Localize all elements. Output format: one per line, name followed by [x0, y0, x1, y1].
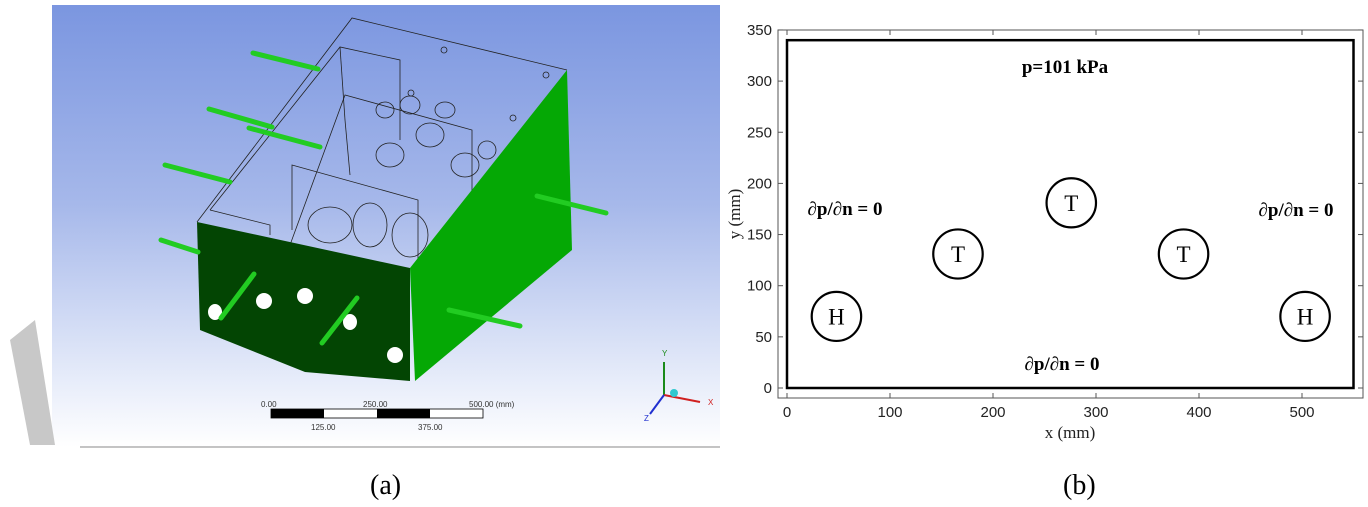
scale-label-250: 250.00 [363, 400, 388, 409]
circle-outline [1279, 290, 1331, 343]
pipes [158, 50, 609, 346]
front-face-holes [208, 288, 403, 363]
source-circle-t: T [1157, 228, 1210, 280]
bottom-boundary-condition: ∂p/∂n = 0 [1024, 354, 1099, 375]
scale-label-0: 0.00 [261, 400, 277, 409]
top-boundary-condition: p=101 kPa [1022, 57, 1109, 78]
circle-outline [932, 228, 984, 280]
y-axis-label: y (mm) [725, 189, 744, 240]
circle-outline [810, 290, 863, 343]
y-tick-label: 250 [747, 124, 772, 141]
x-tick-label: 400 [1186, 404, 1211, 421]
source-circle-t: T [1045, 177, 1098, 229]
left-boundary-condition: ∂p/∂n = 0 [807, 199, 882, 220]
circle-outline [1157, 228, 1210, 280]
x-tick-label: 300 [1083, 404, 1108, 421]
domain-boundary [785, 38, 1355, 390]
source-circle-t: T [932, 228, 984, 280]
y-tick-label: 150 [747, 227, 772, 244]
circle-label: H [1297, 304, 1314, 329]
source-circle-h: H [1279, 290, 1331, 343]
y-tick-label: 0 [764, 380, 772, 397]
x-tick-label: 500 [1289, 404, 1314, 421]
triad-z-label: Z [644, 414, 649, 423]
wireframe [196, 17, 568, 270]
y-tick-label: 200 [747, 175, 772, 192]
circle-label: T [1064, 191, 1078, 216]
plot-frame [777, 29, 1364, 399]
circle-label: H [828, 304, 845, 329]
x-tick-label: 0 [783, 404, 791, 421]
x-axis-label: x (mm) [1045, 423, 1096, 442]
scale-bar: 0.00 250.00 500.00 (mm) 125.00 375.00 [261, 400, 515, 432]
y-tick-label: 350 [747, 22, 772, 39]
circle-label: T [951, 242, 965, 267]
triad-y-label: Y [662, 349, 668, 358]
scale-label-375: 375.00 [418, 423, 443, 432]
y-tick-label: 50 [755, 329, 772, 346]
right-boundary-condition: ∂p/∂n = 0 [1258, 200, 1333, 221]
x-tick-label: 100 [877, 404, 902, 421]
watermark-shape [10, 320, 55, 445]
axis-triad-icon: Y X Z [644, 349, 714, 423]
x-tick-label: 200 [980, 404, 1005, 421]
circle-label: T [1177, 242, 1191, 267]
scale-label-500: 500.00 (mm) [469, 400, 515, 409]
side-face [410, 70, 572, 381]
scale-label-125: 125.00 [311, 423, 336, 432]
source-circle-h: H [810, 290, 863, 343]
y-tick-label: 300 [747, 73, 772, 90]
caption-a: (a) [370, 470, 402, 501]
y-tick-label: 100 [747, 278, 772, 295]
triad-x-label: X [708, 398, 714, 407]
caption-b: (b) [1063, 470, 1096, 501]
circle-outline [1045, 177, 1098, 229]
